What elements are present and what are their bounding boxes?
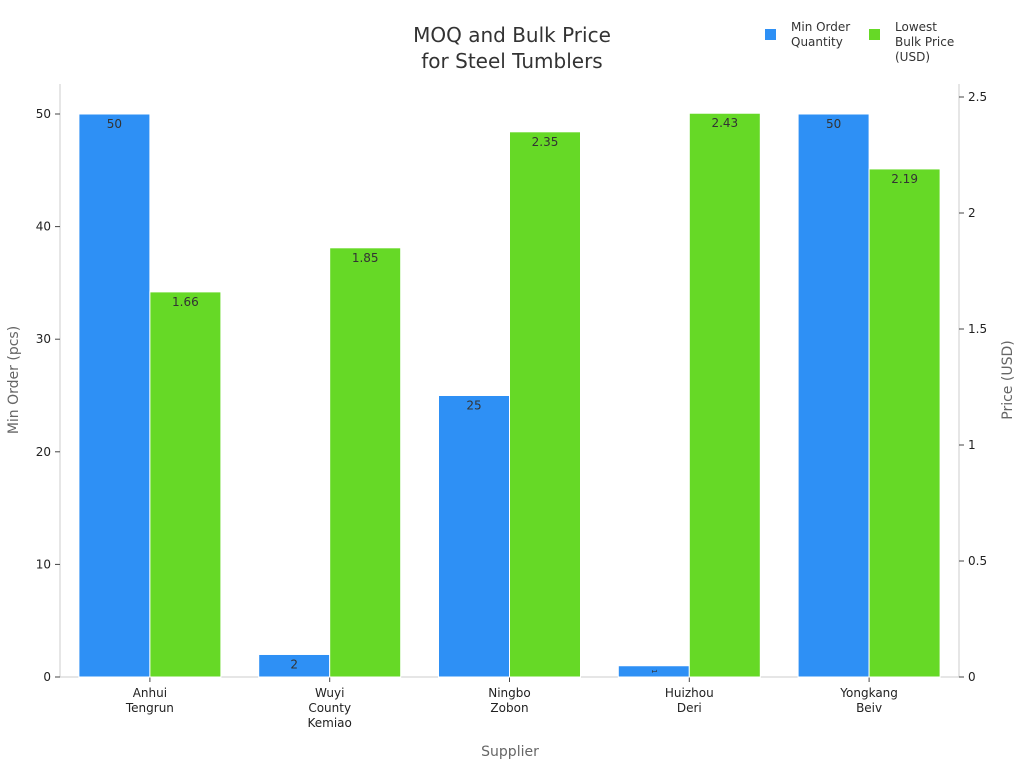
x-tick-label: Anhui bbox=[133, 686, 167, 700]
legend-label: Min Order bbox=[791, 20, 850, 34]
data-label: 2 bbox=[290, 657, 298, 671]
x-tick-label: Huizhou bbox=[665, 686, 714, 700]
data-label: 50 bbox=[826, 117, 841, 131]
data-label: 25 bbox=[466, 399, 481, 413]
legend-swatch bbox=[765, 29, 776, 40]
data-label: 2.35 bbox=[532, 135, 559, 149]
bar-price bbox=[688, 112, 761, 678]
chart-title: for Steel Tumblers bbox=[421, 49, 602, 73]
data-label: 1.66 bbox=[172, 295, 199, 309]
bar-price bbox=[509, 131, 581, 678]
y-tick-label: 20 bbox=[36, 445, 51, 459]
y2-tick-label: 0.5 bbox=[968, 554, 987, 568]
bar-price bbox=[868, 168, 941, 678]
chart-title: MOQ and Bulk Price bbox=[413, 23, 611, 47]
bar-moq bbox=[78, 113, 151, 678]
x-tick-label: Yongkang bbox=[839, 686, 898, 700]
x-tick-label: Tengrun bbox=[125, 701, 174, 715]
legend-label: Lowest bbox=[895, 20, 937, 34]
data-label: 1 bbox=[650, 669, 658, 673]
bar-moq bbox=[797, 113, 870, 678]
bar-price bbox=[149, 291, 222, 678]
y-axis-label: Min Order (pcs) bbox=[6, 326, 22, 434]
y2-axis-label: Price (USD) bbox=[1000, 340, 1016, 419]
y2-tick-label: 0 bbox=[968, 670, 976, 684]
x-tick-label: Wuyi bbox=[315, 686, 344, 700]
x-axis-label: Supplier bbox=[481, 744, 539, 760]
y2-tick-label: 2 bbox=[968, 206, 976, 220]
y-tick-label: 0 bbox=[43, 670, 51, 684]
y-tick-label: 30 bbox=[36, 332, 51, 346]
bar-moq bbox=[438, 395, 510, 678]
x-tick-label: County bbox=[308, 701, 351, 715]
x-tick-label: Ningbo bbox=[488, 686, 531, 700]
x-tick-label: Beiv bbox=[856, 701, 882, 715]
y-tick-label: 10 bbox=[36, 557, 51, 571]
x-tick-label: Deri bbox=[677, 701, 702, 715]
bar-price bbox=[329, 247, 402, 678]
legend-label: (USD) bbox=[895, 50, 930, 64]
x-tick-label: Kemiao bbox=[308, 716, 352, 730]
y2-tick-label: 1 bbox=[968, 438, 976, 452]
y2-tick-label: 1.5 bbox=[968, 322, 987, 336]
data-label: 2.43 bbox=[711, 116, 738, 130]
legend-swatch bbox=[869, 29, 880, 40]
y-tick-label: 40 bbox=[36, 220, 51, 234]
data-label: 1.85 bbox=[352, 251, 379, 265]
data-label: 2.19 bbox=[891, 172, 918, 186]
legend-label: Quantity bbox=[791, 35, 843, 49]
data-label: 50 bbox=[107, 117, 122, 131]
y2-tick-label: 2.5 bbox=[968, 90, 987, 104]
legend-label: Bulk Price bbox=[895, 35, 954, 49]
x-tick-label: Zobon bbox=[490, 701, 528, 715]
y-tick-label: 50 bbox=[36, 107, 51, 121]
